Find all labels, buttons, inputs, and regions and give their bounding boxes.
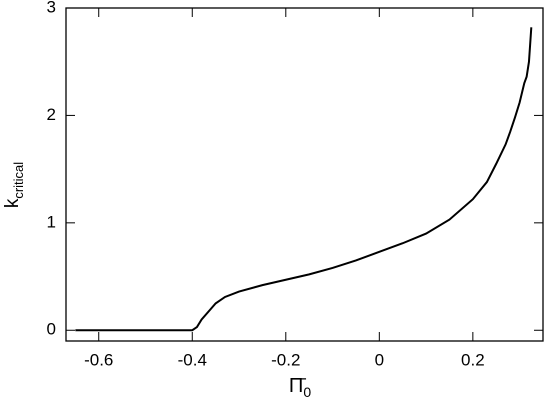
x-tick-label: -0.4 (178, 350, 207, 369)
y-tick-label: 1 (47, 212, 56, 231)
x-tick-label: 0.2 (461, 350, 485, 369)
plot-frame (65, 7, 544, 342)
y-tick-label: 3 (47, 0, 56, 16)
x-tick-label: -0.2 (271, 350, 300, 369)
y-tick-label: 0 (47, 320, 56, 339)
x-axis-label: Π̄0 (289, 375, 311, 400)
x-tick-label: 0 (375, 350, 384, 369)
data-line (75, 27, 533, 332)
y-axis-label: kcritical (2, 162, 26, 208)
x-tick-label: -0.6 (84, 350, 113, 369)
y-tick-label: 2 (47, 105, 56, 124)
